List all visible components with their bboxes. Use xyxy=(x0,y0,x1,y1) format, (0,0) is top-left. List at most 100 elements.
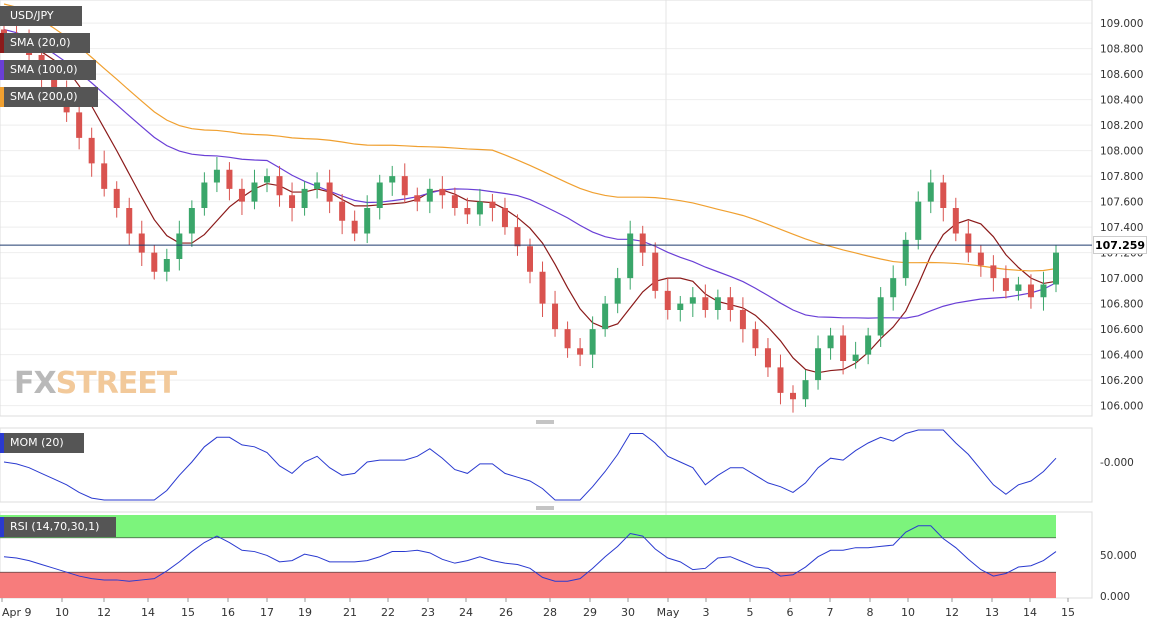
price-tick-label: 108.200 xyxy=(1100,120,1143,132)
rsi-line xyxy=(3,525,1057,582)
date-tick-label: 7 xyxy=(827,606,834,619)
candle-body xyxy=(777,367,784,393)
price-tick-label: 109.000 xyxy=(1100,18,1143,30)
date-tick-label: 30 xyxy=(621,606,635,619)
legend-sma20-text: SMA (20,0) xyxy=(10,36,71,49)
candle-body xyxy=(251,182,258,202)
date-tick-label: 15 xyxy=(181,606,195,619)
candle-body xyxy=(877,297,884,336)
candle-body xyxy=(326,182,333,202)
candle-body xyxy=(539,271,546,304)
candle-body xyxy=(476,201,483,215)
candle-body xyxy=(627,233,634,279)
candle-body xyxy=(414,195,421,202)
oscillator-lines xyxy=(3,429,1057,582)
candle-body xyxy=(439,188,446,196)
legend-sma200[interactable]: SMA (200,0) xyxy=(0,87,98,107)
candle-body xyxy=(276,176,283,196)
candle-body xyxy=(664,290,671,310)
candle-body xyxy=(639,233,646,253)
candle-body xyxy=(289,195,296,208)
candle-body xyxy=(238,188,245,202)
date-tick-label: 13 xyxy=(985,606,999,619)
candle-body xyxy=(589,329,596,355)
price-tick-label: 106.800 xyxy=(1100,299,1143,311)
legend-sma20[interactable]: SMA (20,0) xyxy=(0,33,90,53)
candle-body xyxy=(88,137,95,164)
price-panel-frame xyxy=(0,0,1093,417)
date-tick-label: 3 xyxy=(703,606,710,619)
candle-body xyxy=(339,201,346,221)
candle-body xyxy=(364,208,371,234)
panel-frames xyxy=(0,0,1093,599)
rsi-bands xyxy=(0,515,1056,598)
legend-sma100[interactable]: SMA (100,0) xyxy=(0,60,96,80)
candle-body xyxy=(602,303,609,330)
candle-body xyxy=(76,112,83,138)
candle-body xyxy=(176,233,183,259)
date-tick-label: 15 xyxy=(1061,606,1075,619)
date-tick-label: May xyxy=(657,606,680,619)
date-tick-label: 29 xyxy=(583,606,597,619)
candle-body xyxy=(351,220,358,234)
price-tick-label: 106.000 xyxy=(1100,401,1143,413)
legend-rsi[interactable]: RSI (14,70,30,1) xyxy=(0,517,116,537)
rsi-oversold-band xyxy=(0,572,1056,598)
candle-body xyxy=(113,188,120,208)
date-tick-label: 23 xyxy=(421,606,435,619)
candle-body xyxy=(376,182,383,208)
legend-mom[interactable]: MOM (20) xyxy=(0,433,84,453)
candle-body xyxy=(902,239,909,279)
legend-mom-text: MOM (20) xyxy=(10,436,64,449)
sma200-line xyxy=(3,3,1057,272)
candle-body xyxy=(752,329,759,349)
candle-body xyxy=(915,201,922,240)
rsi-overbought-band xyxy=(0,515,1056,538)
date-tick-label: 8 xyxy=(867,606,874,619)
sma20-line xyxy=(3,35,1057,374)
candle-body xyxy=(965,233,972,253)
candle-body xyxy=(301,188,308,208)
date-tick-label: 5 xyxy=(747,606,754,619)
candle-body xyxy=(990,265,997,279)
date-tick-label: 10 xyxy=(55,606,69,619)
price-tick-label: 106.200 xyxy=(1100,375,1143,387)
candle-body xyxy=(188,208,195,234)
candle-body xyxy=(151,252,158,272)
date-tick-label: 21 xyxy=(343,606,357,619)
candle-body xyxy=(201,182,208,208)
candle-body xyxy=(1015,284,1022,291)
price-tick-label: 107.400 xyxy=(1100,222,1143,234)
legend-main-title[interactable]: USD/JPY xyxy=(0,6,82,26)
rsi-tick-label: 50.000 xyxy=(1100,550,1137,562)
candle-body xyxy=(614,278,621,304)
candle-body xyxy=(264,176,270,183)
current-price-tag: 107.259 xyxy=(1093,236,1147,255)
candle-body xyxy=(677,303,684,310)
candles xyxy=(1,21,1059,413)
candle-body xyxy=(464,208,471,215)
candle-body xyxy=(652,252,659,291)
candle-body xyxy=(940,182,947,208)
candle-body xyxy=(501,208,508,228)
price-tick-label: 107.600 xyxy=(1100,197,1143,209)
candle-body xyxy=(138,233,145,253)
legend-rsi-text: RSI (14,70,30,1) xyxy=(10,520,100,533)
candle-body xyxy=(489,201,496,208)
candle-body xyxy=(977,252,984,266)
date-tick-label: 12 xyxy=(97,606,111,619)
candle-body xyxy=(739,310,746,330)
legend-sma200-text: SMA (200,0) xyxy=(10,90,78,103)
candle-body xyxy=(577,348,584,355)
watermark-street: STREET xyxy=(55,366,178,401)
candle-body xyxy=(852,354,859,361)
price-tick-label: 106.400 xyxy=(1100,350,1143,362)
candle-body xyxy=(790,392,796,400)
candle-body xyxy=(1,29,7,36)
candle-body xyxy=(401,176,408,196)
candle-body xyxy=(840,335,847,361)
candle-body xyxy=(101,163,108,189)
date-tick-label: Apr 9 xyxy=(2,606,32,619)
candle-body xyxy=(213,169,220,183)
candle-body xyxy=(689,297,696,304)
